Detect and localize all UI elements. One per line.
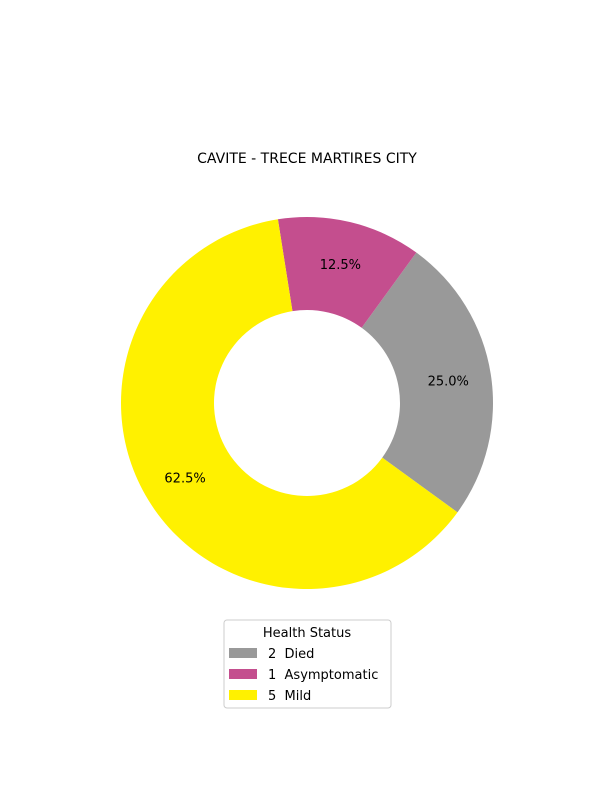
legend-title: Health Status — [263, 626, 351, 641]
slice-asymptomatic — [277, 216, 417, 328]
legend-label-asymptomatic: 1 Asymptomatic — [268, 668, 378, 683]
legend-label-mild: 5 Mild — [268, 689, 311, 704]
pct-label-died: 25.0% — [428, 375, 469, 390]
legend-swatch-died — [229, 648, 257, 658]
donut-slices — [121, 216, 494, 589]
percentage-labels: 25.0% 12.5% 62.5% — [164, 258, 468, 487]
legend-swatch-asymptomatic — [229, 669, 257, 679]
legend-frame — [223, 619, 392, 709]
pct-label-mild: 62.5% — [164, 472, 205, 487]
chart-title: CAVITE - TRECE MARTIRES CITY — [197, 151, 417, 167]
slice-mild — [121, 219, 458, 589]
legend-items: 2 Died 1 Asymptomatic 5 Mild — [229, 647, 378, 704]
legend-swatch-mild — [229, 690, 257, 700]
pct-label-asymptomatic: 12.5% — [320, 258, 361, 273]
slice-died — [361, 252, 494, 513]
legend: Health Status 2 Died 1 Asymptomatic 5 Mild — [223, 619, 392, 709]
legend-label-died: 2 Died — [268, 647, 314, 662]
